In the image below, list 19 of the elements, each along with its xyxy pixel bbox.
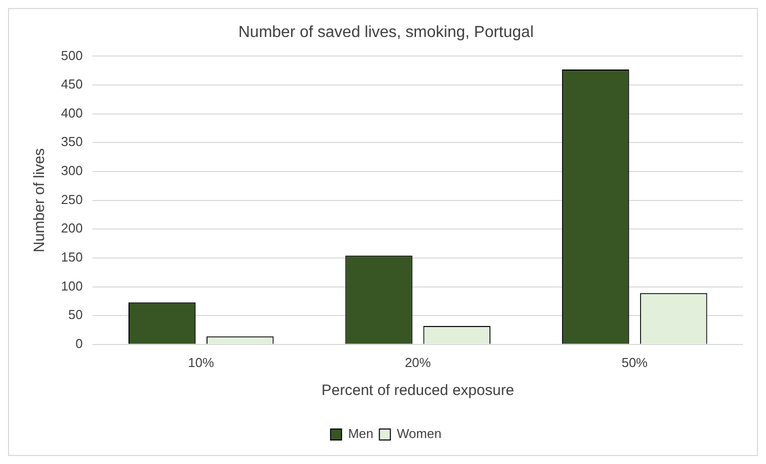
y-tick-label: 350 [60,134,83,150]
legend-label: Women [396,426,442,442]
y-tick-label: 250 [60,192,83,207]
y-tick-label: 300 [60,163,83,178]
y-axis-title: Number of lives [31,148,48,252]
y-tick-label: 50 [68,307,83,322]
legend-label: Men [348,426,374,442]
x-tick-label: 20% [404,354,432,370]
y-tick-label: 100 [60,278,83,294]
y-tick-label: 0 [75,336,83,351]
x-tick-label: 10% [188,354,215,370]
x-axis-title: Percent of reduced exposure [322,382,514,400]
y-tick-label: 150 [60,250,83,265]
y-tick-label: 400 [60,105,83,120]
y-tick-label: 500 [60,48,83,63]
y-tick-label: 200 [60,220,83,236]
x-tick-label: 50% [622,354,648,370]
y-tick-label: 450 [60,76,83,92]
chart-title: Number of saved lives, smoking, Portugal [238,24,534,42]
